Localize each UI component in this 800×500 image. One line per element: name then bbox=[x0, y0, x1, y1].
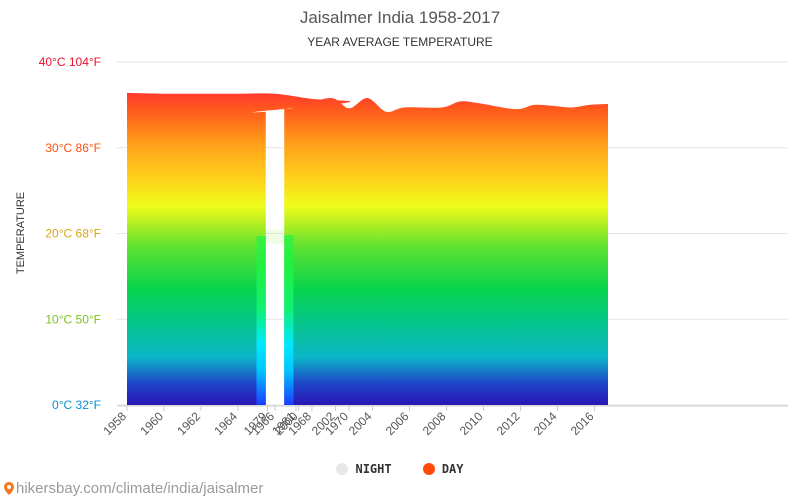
x-tick-label: 2008 bbox=[420, 409, 449, 438]
legend: NIGHT DAY bbox=[0, 462, 800, 478]
series-areas bbox=[127, 92, 608, 406]
y-tick-label: 10°C 50°F bbox=[45, 312, 101, 326]
x-tick-label: 2012 bbox=[494, 409, 523, 438]
night-series-shade bbox=[127, 217, 352, 405]
night-series-shade bbox=[293, 225, 608, 405]
x-tick-label: 1964 bbox=[211, 409, 240, 438]
source-link[interactable]: hikersbay.com/climate/india/jaisalmer bbox=[4, 480, 263, 497]
y-tick-label: 20°C 68°F bbox=[45, 227, 101, 241]
source-text: hikersbay.com/climate/india/jaisalmer bbox=[16, 480, 264, 497]
legend-day-swatch bbox=[422, 463, 435, 475]
legend-night-swatch bbox=[336, 463, 349, 475]
legend-day-label: DAY bbox=[441, 462, 464, 476]
x-tick-label: 1960 bbox=[137, 409, 166, 438]
legend-item-day[interactable]: DAY bbox=[422, 462, 464, 476]
chart-title: Jaisalmer India 1958-2017 bbox=[299, 8, 501, 27]
location-pin-icon bbox=[4, 482, 14, 495]
night-edge-strip bbox=[256, 236, 266, 405]
x-tick-label: 1958 bbox=[100, 409, 129, 438]
y-tick-label: 40°C 104°F bbox=[39, 55, 101, 69]
x-tick-label: 2016 bbox=[568, 409, 597, 438]
x-tick-label: 2014 bbox=[531, 409, 560, 438]
chart-subtitle: YEAR AVERAGE TEMPERATURE bbox=[307, 35, 493, 49]
legend-item-night[interactable]: NIGHT bbox=[336, 462, 392, 476]
y-tick-label: 30°C 86°F bbox=[45, 141, 101, 155]
y-axis-ticks: 0°C 32°F 10°C 50°F 20°C 68°F 30°C 86°F 40°C … bbox=[39, 55, 101, 412]
x-tick-label: 2010 bbox=[457, 409, 486, 438]
y-tick-label: 0°C 32°F bbox=[52, 398, 101, 412]
x-tick-label: 2004 bbox=[346, 409, 375, 438]
x-tick-label: 1962 bbox=[174, 409, 203, 438]
x-tick-label: 2006 bbox=[383, 409, 412, 438]
legend-night-label: NIGHT bbox=[355, 462, 392, 476]
y-axis-label: TEMPERATURE bbox=[15, 191, 27, 275]
night-edge-strip bbox=[284, 235, 294, 405]
